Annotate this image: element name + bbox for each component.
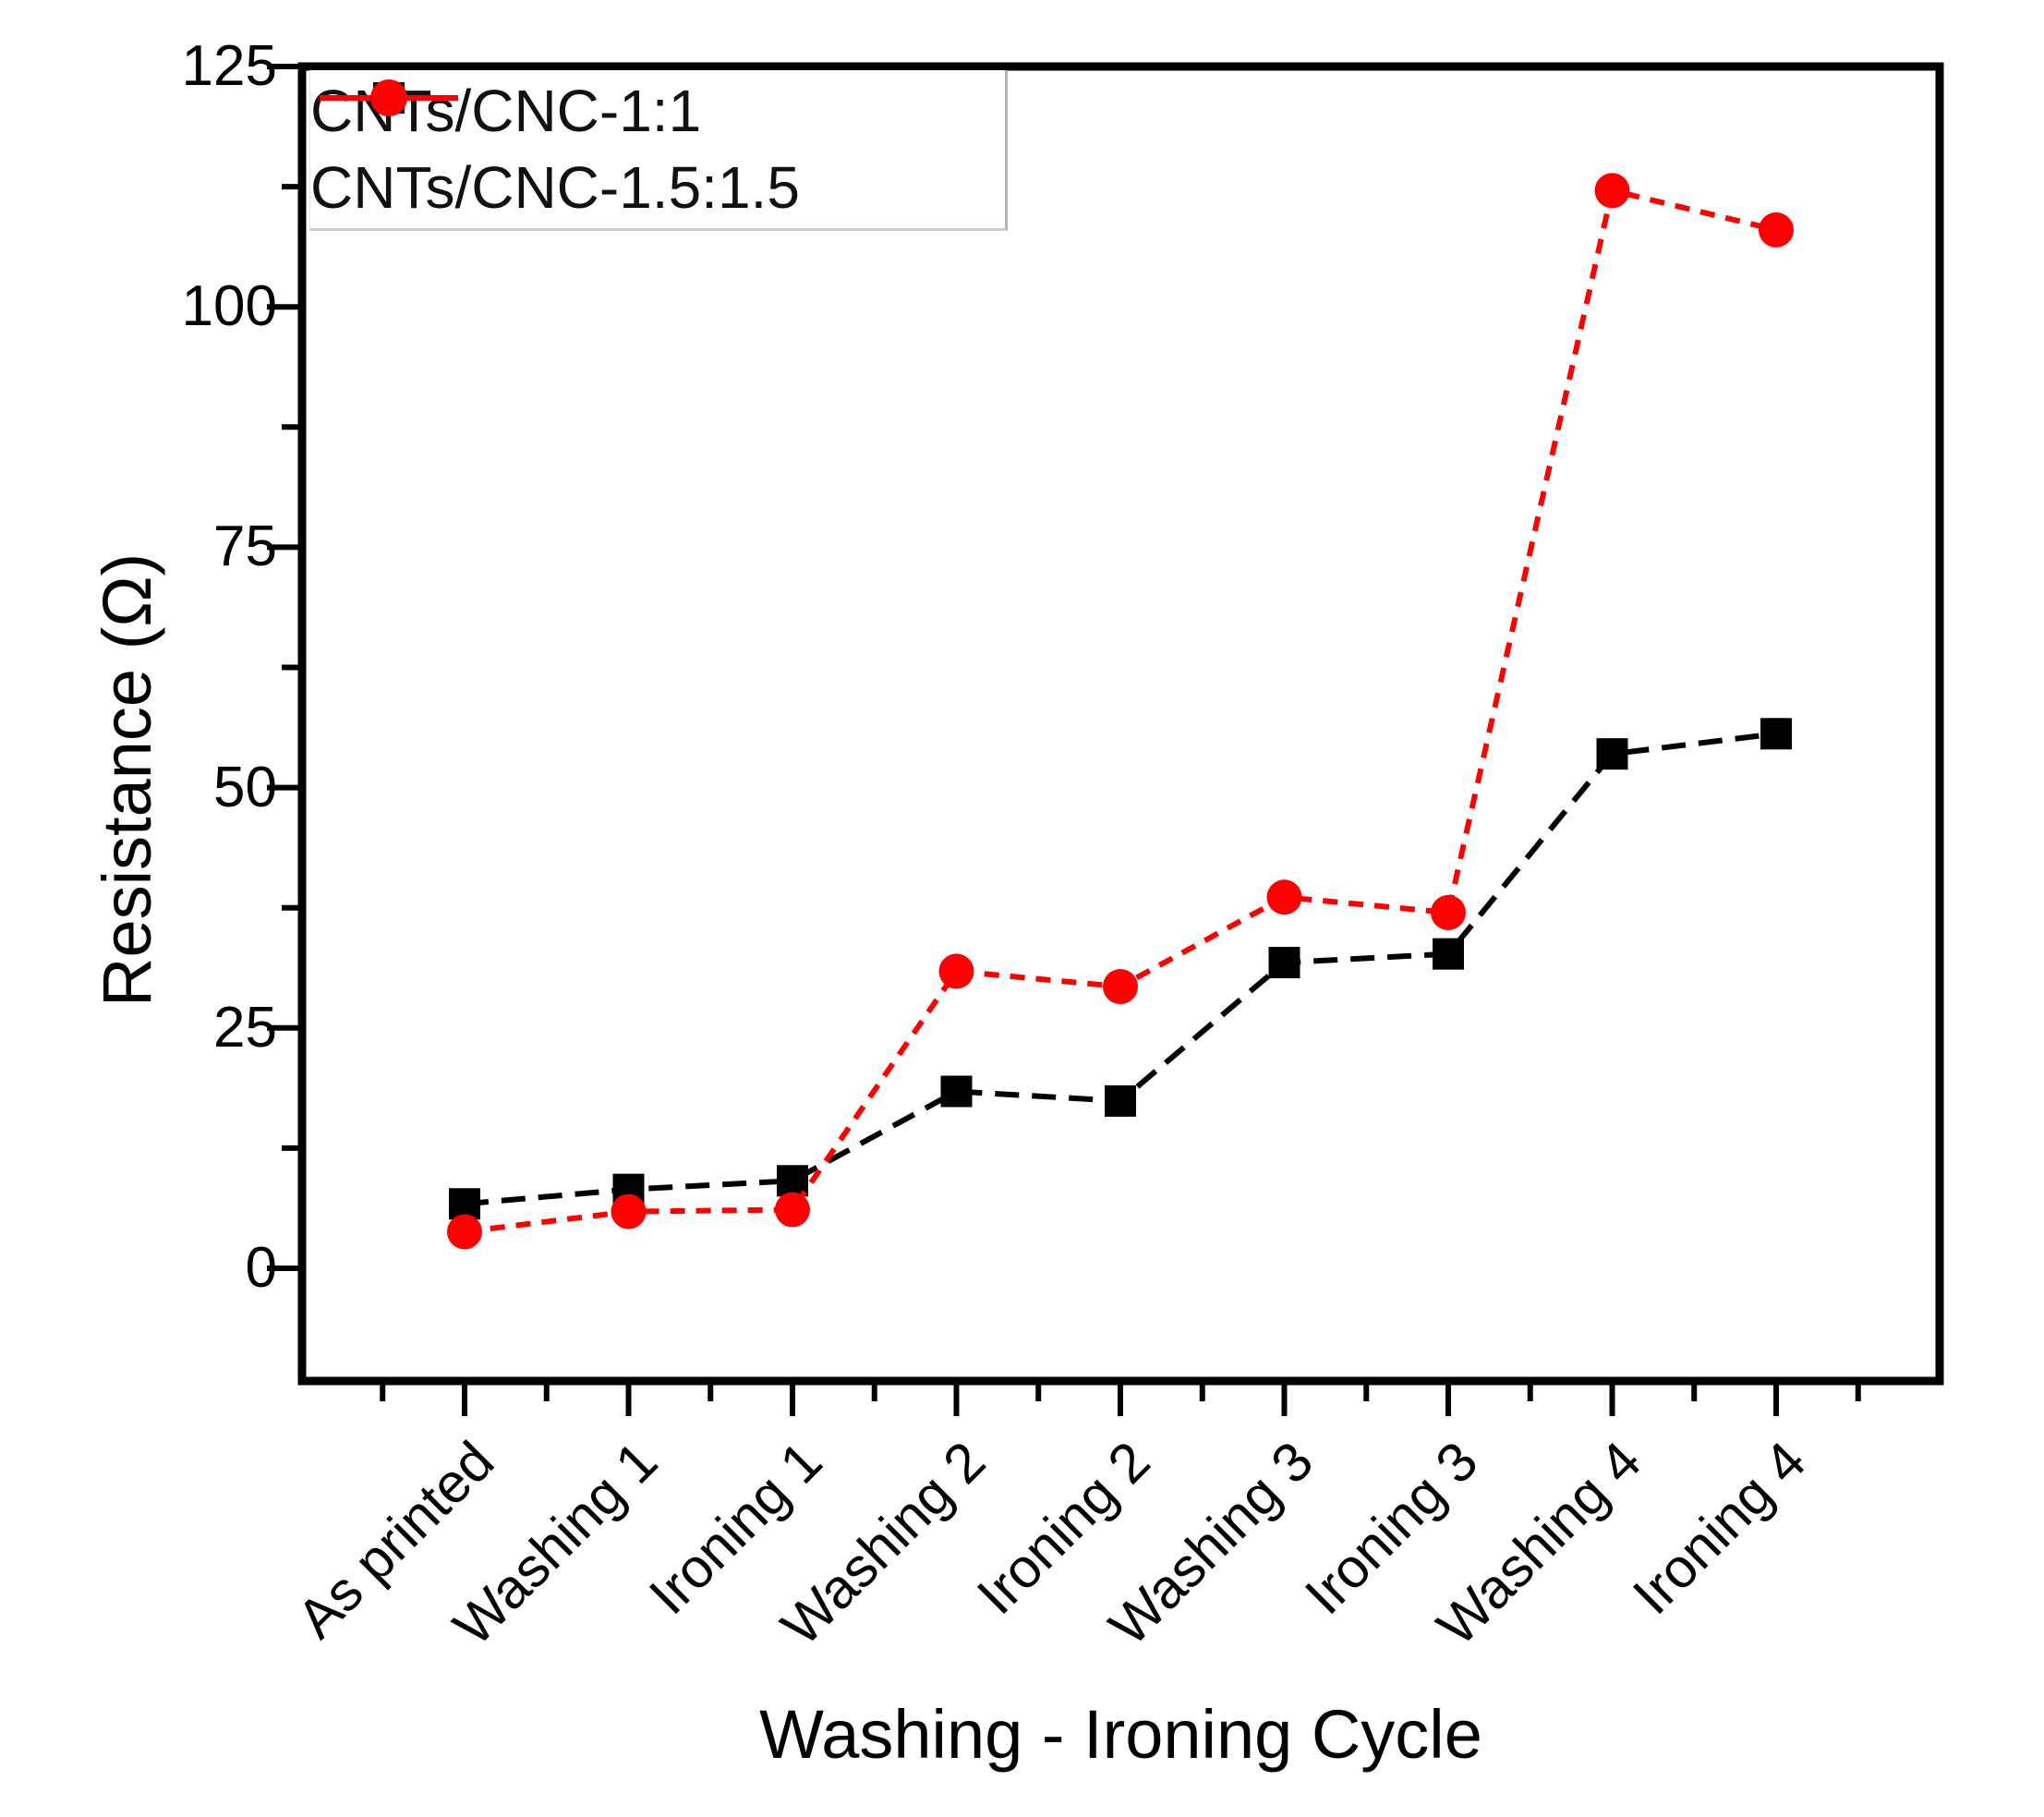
- data-point-square: [1433, 938, 1464, 970]
- data-point-square: [1596, 738, 1628, 770]
- data-point-circle: [1759, 212, 1794, 248]
- circle-marker-icon: [370, 79, 407, 116]
- data-point-square: [940, 1075, 973, 1108]
- y-tick-label: 100: [181, 274, 277, 339]
- data-point-circle: [1594, 173, 1630, 209]
- plot-frame: [297, 62, 1944, 1386]
- data-point-square: [1268, 947, 1300, 979]
- series-line-CNTs/CNC-1:1: [464, 731, 1777, 1207]
- data-point-circle: [1431, 894, 1466, 930]
- data-point-circle: [447, 1214, 482, 1250]
- y-tick-label: 50: [213, 755, 277, 819]
- y-tick-label: 75: [213, 515, 277, 579]
- y-tick-label: 0: [245, 1236, 277, 1300]
- series-line-CNTs/CNC-1.5:1.5: [464, 187, 1777, 1235]
- data-point-square: [1760, 718, 1792, 750]
- x-axis-title: Washing - Ironing Cycle: [759, 1696, 1482, 1773]
- data-point-circle: [938, 953, 974, 989]
- data-point-circle: [1266, 879, 1302, 915]
- data-point-circle: [1103, 969, 1138, 1005]
- legend-sample-series2: [320, 79, 458, 116]
- y-tick-label: 125: [181, 34, 277, 98]
- legend-label-series2: CNTs/CNC-1.5:1.5: [310, 154, 800, 222]
- legend-item-series2: CNTs/CNC-1.5:1.5: [310, 79, 1005, 224]
- legend: CNTs/CNC-1:1 CNTs/CNC-1.5:1.5: [309, 70, 1008, 231]
- data-point-square: [1105, 1084, 1136, 1117]
- data-point-circle: [611, 1193, 647, 1230]
- data-point-circle: [775, 1192, 810, 1228]
- y-tick-label: 25: [213, 995, 277, 1060]
